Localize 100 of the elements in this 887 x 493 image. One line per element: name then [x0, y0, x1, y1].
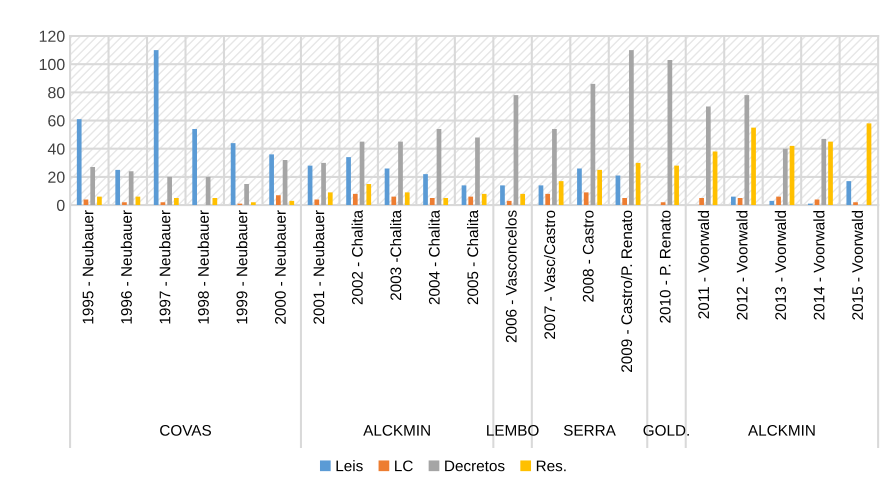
- x-tick-label: 2005 - Chalita: [466, 210, 478, 304]
- bar: [597, 170, 602, 206]
- x-tick-label: 2008 - Castro: [582, 210, 594, 302]
- bar: [115, 170, 120, 206]
- bar: [76, 119, 82, 206]
- bar: [136, 196, 140, 206]
- bar: [436, 128, 442, 206]
- bar: [289, 200, 294, 206]
- bar: [590, 84, 596, 206]
- bar: [90, 167, 96, 206]
- x-tick-label: 2011 - Voorwald: [698, 210, 710, 318]
- bar: [636, 162, 640, 206]
- bar: [206, 176, 210, 206]
- x-tick-label: 2013 - Voorwald: [774, 210, 786, 320]
- text: SERRA: [564, 424, 616, 436]
- y-tick-label: 40: [48, 143, 65, 155]
- bar: [814, 199, 820, 206]
- bar: [475, 137, 480, 206]
- bar: [846, 181, 852, 206]
- x-tick-label: 2002 - Chalita: [352, 210, 363, 304]
- text: COVAS: [160, 424, 211, 436]
- bar: [212, 198, 218, 206]
- bar: [514, 95, 518, 206]
- bar: [360, 142, 364, 206]
- text: GOLD.: [643, 424, 689, 436]
- x-tick-label: 1996 - Neubauer: [120, 210, 132, 324]
- bar: [699, 198, 704, 206]
- legend-label: Res.: [536, 460, 566, 472]
- x-tick-label: 1997 - Neubauer: [159, 210, 170, 324]
- bar: [616, 175, 620, 206]
- y-tick-label: 80: [48, 86, 65, 98]
- bar: [167, 176, 172, 206]
- x-tick-label: 1999 - Neubauer: [236, 210, 248, 324]
- bar: [468, 196, 474, 206]
- bar: [769, 200, 774, 206]
- bar: [230, 143, 236, 206]
- bar: [346, 157, 351, 206]
- legend-label: Decretos: [445, 460, 505, 472]
- bar: [352, 194, 358, 206]
- bar: [366, 184, 372, 206]
- bar: [154, 50, 159, 206]
- bar: [520, 194, 526, 206]
- bar: [384, 168, 390, 206]
- bar: [84, 199, 88, 206]
- x-tick-label: 2012 - Voorwald: [736, 210, 748, 320]
- bar: [744, 95, 750, 206]
- bar: [853, 202, 858, 206]
- bar: [192, 128, 198, 206]
- x-tick-label: 2009 - Castro/P. Renato: [620, 210, 632, 372]
- bar: [174, 198, 179, 206]
- y-tick-label: 60: [48, 115, 65, 126]
- bar: [269, 154, 274, 206]
- x-tick-label: 2006 - Vasconcelos: [505, 210, 517, 342]
- y-tick-label: 0: [56, 200, 65, 212]
- x-tick-label: 2010 - P. Renato: [660, 210, 671, 323]
- bar: [552, 128, 557, 206]
- bar: [398, 142, 403, 206]
- x-tick-label: 2004 - Chalita: [428, 210, 440, 304]
- bar: [482, 194, 487, 206]
- bar: [122, 202, 127, 206]
- x-tick-label: 1998 - Neubauer: [198, 210, 209, 324]
- bar: [558, 181, 564, 206]
- bar: [314, 199, 320, 206]
- y-tick-label: 100: [40, 58, 65, 70]
- bar: [776, 196, 781, 206]
- bar: [730, 196, 736, 206]
- x-tick-label: 2015 - Voorwald: [852, 210, 863, 320]
- bar: [276, 195, 281, 206]
- y-tick-label: 120: [40, 30, 65, 42]
- x-tick-label: 2003 -Chalita: [390, 210, 402, 300]
- bar: [584, 192, 589, 206]
- x-tick-label: 2007 - Vasc/Castro: [544, 210, 556, 339]
- bar: [577, 168, 582, 206]
- bar: [790, 146, 794, 206]
- bar: [443, 198, 448, 206]
- bar: [738, 198, 742, 206]
- bar: [821, 138, 826, 206]
- x-tick-label: 2014 - Voorwald: [813, 210, 825, 320]
- bar: [328, 192, 333, 206]
- bar: [828, 142, 833, 206]
- bar: [706, 106, 711, 206]
- bar: [500, 185, 505, 206]
- text: ALCKMIN: [748, 424, 815, 436]
- y-tick-label: 20: [48, 172, 65, 183]
- bar: [538, 185, 544, 206]
- text: LEMBO: [487, 424, 539, 436]
- bar: [622, 198, 628, 206]
- x-tick-label: 2001 - Neubauer: [313, 210, 324, 324]
- bar: [128, 171, 134, 206]
- bar: [97, 196, 102, 206]
- bar: [506, 200, 512, 206]
- bar: [545, 194, 550, 206]
- bar: [712, 152, 718, 206]
- bar: [244, 184, 249, 206]
- bar: [674, 166, 679, 206]
- bar: [423, 174, 428, 206]
- legend-label: Leis: [336, 460, 363, 472]
- bar: [282, 160, 288, 206]
- legend-label: LC: [395, 460, 413, 472]
- bar: [782, 148, 788, 206]
